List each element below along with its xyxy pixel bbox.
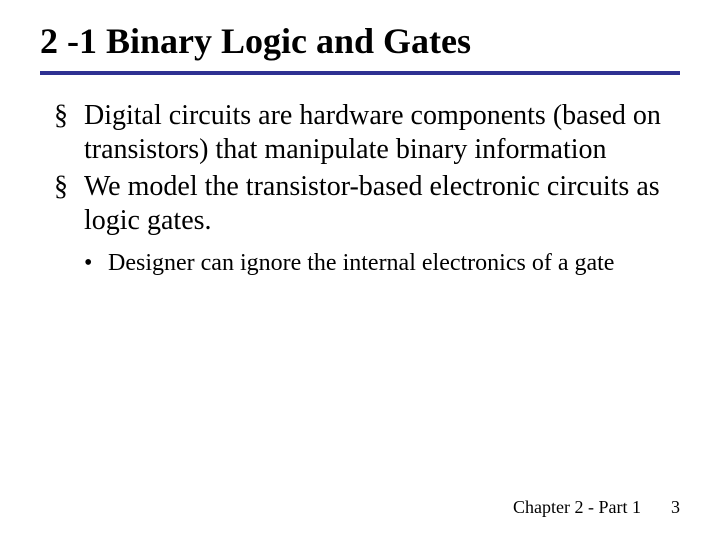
list-item: Digital circuits are hardware components…	[50, 99, 680, 167]
bullet-list-level1: Digital circuits are hardware components…	[50, 99, 680, 238]
bullet-list-level2: Designer can ignore the internal electro…	[50, 248, 680, 278]
title-underline	[40, 71, 680, 75]
slide-title: 2 -1 Binary Logic and Gates	[40, 20, 680, 63]
footer-chapter: Chapter 2 - Part 1	[513, 497, 641, 518]
slide: 2 -1 Binary Logic and Gates Digital circ…	[0, 0, 720, 540]
list-item: We model the transistor-based electronic…	[50, 170, 680, 238]
footer-page-number: 3	[671, 497, 680, 518]
list-item: Designer can ignore the internal electro…	[50, 248, 680, 278]
slide-body: Digital circuits are hardware components…	[40, 99, 680, 278]
slide-footer: Chapter 2 - Part 1 3	[513, 497, 680, 518]
